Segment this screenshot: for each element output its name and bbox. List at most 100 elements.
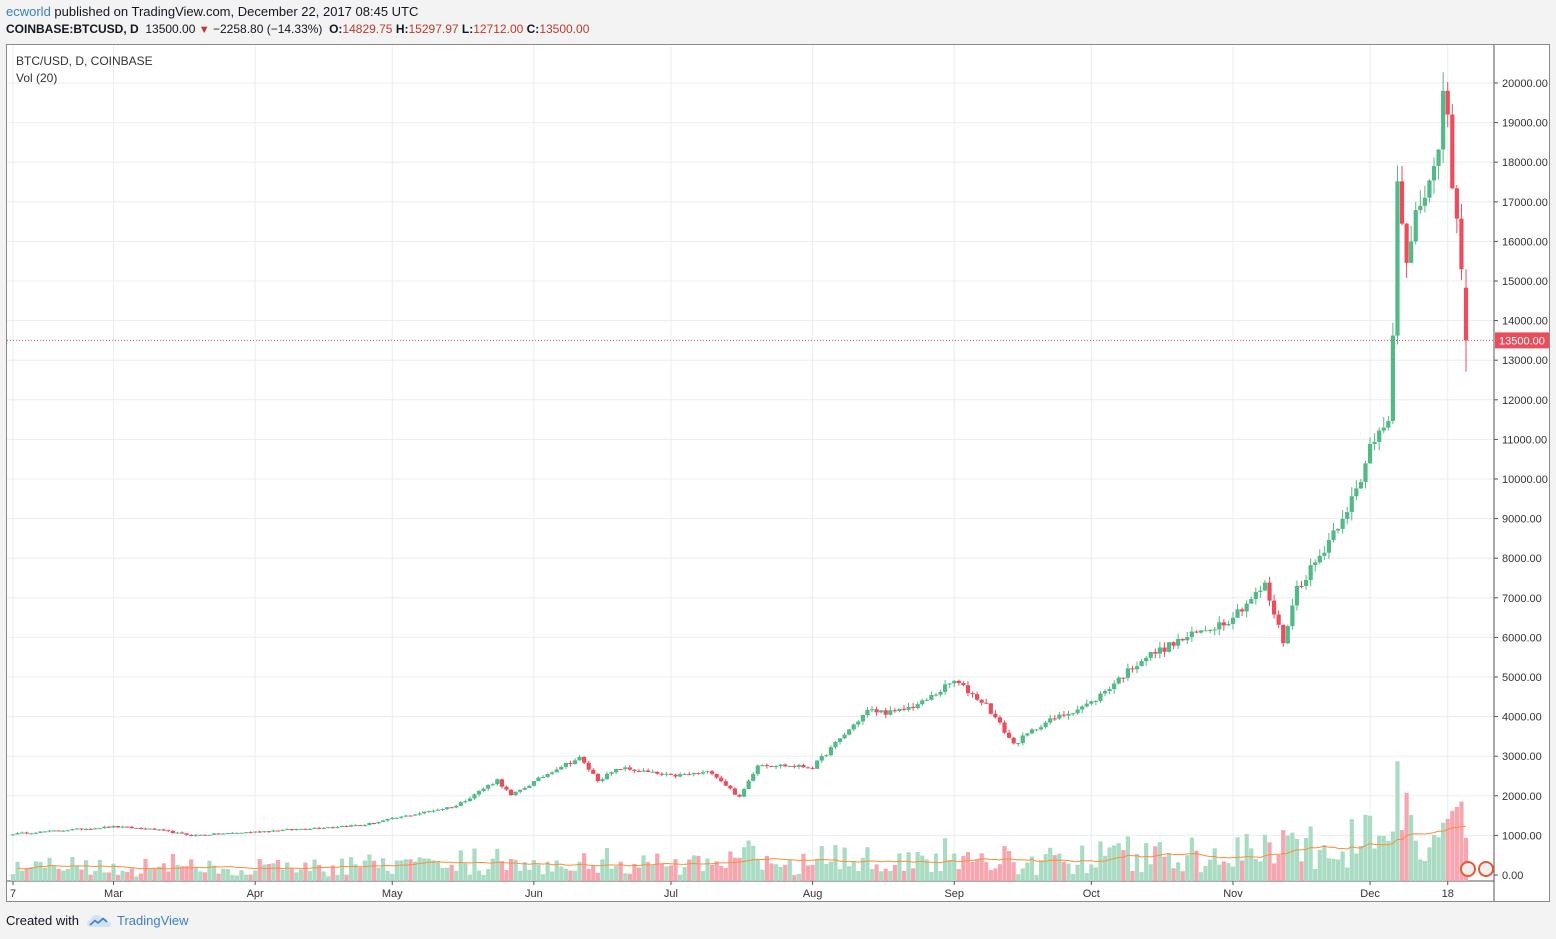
y-tick-label: 10000.00 <box>1502 474 1548 486</box>
volume-bar <box>321 871 326 881</box>
candle-body <box>577 757 582 761</box>
candle-body <box>412 814 418 816</box>
candle-body <box>833 741 838 748</box>
candle-body <box>467 798 473 802</box>
volume-bar <box>1052 855 1057 881</box>
volume-bar <box>892 864 897 881</box>
candle-body <box>408 815 413 817</box>
candle-body <box>965 685 971 694</box>
volume-bar <box>1116 843 1121 881</box>
candle-body <box>691 773 696 775</box>
volume-bar <box>778 866 783 881</box>
candle-body <box>604 773 610 780</box>
candle-body <box>984 702 989 704</box>
volume-bar <box>737 857 742 881</box>
candle-body <box>243 832 249 834</box>
candle-body <box>1002 722 1007 733</box>
candle-body <box>1016 743 1021 745</box>
candle-body <box>591 769 596 774</box>
candle-body <box>440 808 445 810</box>
candle-body <box>1354 488 1359 497</box>
volume-bar <box>627 873 632 881</box>
chart-panel[interactable]: 20000.00 19000.00 18000.00 17000.00 16000.00… <box>6 44 1550 902</box>
candle-body <box>865 709 870 716</box>
volume-bar <box>970 862 975 881</box>
volume-bar <box>828 861 833 881</box>
y-tick-label: 20000.00 <box>1502 78 1548 90</box>
y-tick-label: 2000.00 <box>1502 791 1542 803</box>
volume-bar <box>422 858 427 881</box>
volume-bar <box>1459 801 1464 881</box>
volume-bar <box>550 871 555 881</box>
candle-body <box>339 826 345 828</box>
volume-bar <box>1463 837 1469 881</box>
volume-bar <box>326 876 331 881</box>
volume-bar <box>307 870 313 881</box>
volume-bar <box>623 873 628 881</box>
y-tick-label: 19000.00 <box>1502 118 1548 130</box>
candle-body <box>508 789 514 796</box>
volume-bar <box>614 865 619 881</box>
close-value: 13500.00 <box>539 22 590 36</box>
volume-bar <box>225 869 230 881</box>
volume-bar <box>184 866 189 881</box>
candle-body <box>216 833 221 835</box>
volume-bar <box>1198 872 1204 881</box>
candle-body <box>170 831 176 834</box>
candle-body <box>79 828 84 830</box>
candle-body <box>837 738 843 742</box>
price-chart[interactable]: 20000.00 19000.00 18000.00 17000.00 16000.00… <box>7 45 1549 901</box>
volume-bar <box>1153 846 1158 881</box>
candle-body <box>152 828 157 830</box>
candle-body <box>673 774 678 777</box>
candle-body <box>1006 732 1012 738</box>
candle-body <box>874 709 879 713</box>
candle-body <box>627 767 632 770</box>
candle-body <box>371 823 377 825</box>
volume-bar <box>266 863 271 881</box>
candle-body <box>1262 582 1268 591</box>
tradingview-link[interactable]: TradingView <box>86 913 189 928</box>
candle-body <box>1130 668 1135 670</box>
candle-body <box>1240 609 1245 612</box>
last-price: 13500.00 <box>145 22 196 36</box>
volume-bar <box>1025 862 1030 881</box>
volume-bar <box>1203 865 1208 881</box>
volume-bar <box>1367 815 1373 881</box>
candle-body <box>417 813 422 815</box>
candle-body <box>1290 605 1295 627</box>
candle-body <box>1166 642 1172 652</box>
volume-bar <box>115 875 121 881</box>
volume-bar <box>1317 849 1322 881</box>
volume-bar <box>74 865 80 881</box>
candle-body <box>1102 691 1108 694</box>
volume-bar <box>723 868 728 881</box>
candle-body <box>326 827 331 829</box>
volume-bar <box>1144 843 1149 881</box>
volume-bar <box>1299 861 1304 881</box>
volume-bar <box>659 863 664 881</box>
volume-bar <box>1285 835 1290 881</box>
candle-body <box>394 817 399 819</box>
candle-body <box>924 699 929 701</box>
candle-body <box>225 833 230 835</box>
candle-body <box>1358 482 1364 489</box>
volume-bar <box>1226 863 1231 881</box>
volume-bar <box>545 861 550 881</box>
candle-body <box>1230 617 1236 625</box>
author-link[interactable]: ecworld <box>6 4 51 19</box>
volume-bar <box>997 864 1003 881</box>
candle-body <box>1093 700 1098 702</box>
volume-bar <box>440 867 445 881</box>
last-price-tag <box>1495 332 1549 349</box>
volume-bar <box>1431 834 1437 881</box>
candle-body <box>1157 647 1162 654</box>
candle-body <box>783 764 788 767</box>
volume-bar <box>819 846 824 881</box>
volume-bar <box>1290 832 1295 881</box>
candle-body <box>1390 335 1395 421</box>
volume-bar <box>869 869 875 881</box>
y-tick-label: 1000.00 <box>1502 830 1542 842</box>
candle-body <box>1386 420 1391 428</box>
volume-bar <box>499 861 505 881</box>
